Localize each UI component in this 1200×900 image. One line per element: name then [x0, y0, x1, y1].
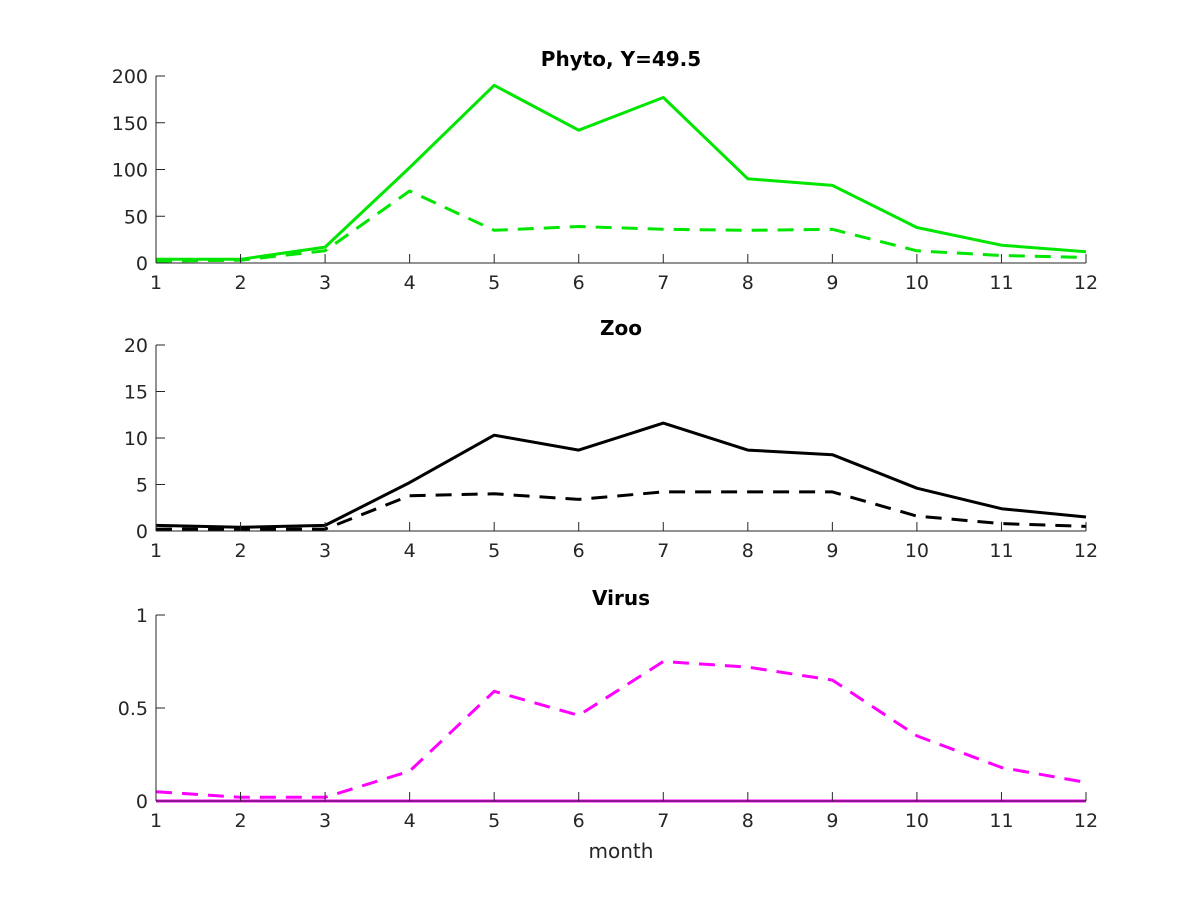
- virus-x-tick-label: 10: [905, 810, 929, 832]
- virus-x-tick-label: 7: [657, 810, 669, 832]
- zoo-x-tick-label: 3: [319, 540, 331, 562]
- virus-x-tick-label: 3: [319, 810, 331, 832]
- phyto-x-tick-label: 6: [573, 272, 585, 294]
- virus-title: Virus: [592, 586, 650, 610]
- virus-series-dashed-line: [155, 660, 1087, 799]
- phyto-x-tick-label: 5: [488, 272, 500, 294]
- phyto-title: Phyto, Y=49.5: [541, 47, 701, 71]
- zoo-x-tick-label: 10: [905, 540, 929, 562]
- zoo-x-tick-label: 9: [826, 540, 838, 562]
- virus-x-tick-label: 2: [234, 810, 246, 832]
- zoo-x-tick-label: 4: [404, 540, 416, 562]
- phyto-x-tick-label: 2: [234, 272, 246, 294]
- phyto-x-tick-label: 9: [826, 272, 838, 294]
- virus-y-tick-label: 0: [136, 791, 148, 813]
- virus-x-tick-label: 9: [826, 810, 838, 832]
- zoo-series-dashed-line: [156, 490, 1087, 531]
- zoo-x-tick-label: 12: [1074, 540, 1098, 562]
- phyto-x-tick-label: 12: [1074, 272, 1098, 294]
- phyto-x-tick-label: 8: [742, 272, 754, 294]
- virus-y-tick-label: 0.5: [118, 698, 148, 720]
- virus-y-tick-label: 1: [136, 605, 148, 627]
- virus-x-tick-label: 5: [488, 810, 500, 832]
- zoo-y-tick-label: 5: [136, 475, 148, 497]
- zoo-series-solid-line: [155, 421, 1087, 529]
- phyto-y-tick-label: 150: [112, 113, 148, 135]
- zoo-x-tick-label: 2: [234, 540, 246, 562]
- virus-x-tick-label: 12: [1074, 810, 1098, 832]
- zoo-x-tick-label: 7: [657, 540, 669, 562]
- virus-x-tick-label: 8: [742, 810, 754, 832]
- phyto-y-tick-label: 200: [112, 66, 148, 88]
- zoo-y-tick-label: 15: [124, 382, 148, 404]
- zoo-x-tick-label: 1: [150, 540, 162, 562]
- zoo-y-tick-label: 10: [124, 428, 148, 450]
- phyto-x-tick-label: 11: [989, 272, 1013, 294]
- virus-x-tick-label: 6: [573, 810, 585, 832]
- phyto-x-tick-label: 3: [319, 272, 331, 294]
- virus-x-tick-label: 11: [989, 810, 1013, 832]
- zoo-x-tick-label: 8: [742, 540, 754, 562]
- virus-x-tick-label: 1: [150, 810, 162, 832]
- phyto-y-tick-label: 100: [112, 160, 148, 182]
- virus-x-tick-label: 4: [404, 810, 416, 832]
- phyto-series-solid-line: [156, 83, 1087, 261]
- zoo-x-tick-label: 11: [989, 540, 1013, 562]
- zoo-title: Zoo: [600, 316, 642, 340]
- zoo-x-tick-label: 6: [573, 540, 585, 562]
- virus-x-label: month: [589, 839, 654, 863]
- phyto-y-tick-label: 0: [136, 253, 148, 275]
- phyto-x-tick-label: 7: [657, 272, 669, 294]
- zoo-x-tick-label: 5: [488, 540, 500, 562]
- phyto-series-dashed-line: [155, 189, 1087, 263]
- phyto-x-tick-label: 1: [150, 272, 162, 294]
- zoo-y-tick-label: 0: [136, 521, 148, 543]
- phyto-y-tick-label: 50: [124, 206, 148, 228]
- phyto-x-tick-label: 4: [404, 272, 416, 294]
- zoo-y-tick-label: 20: [124, 335, 148, 357]
- phyto-x-tick-label: 10: [905, 272, 929, 294]
